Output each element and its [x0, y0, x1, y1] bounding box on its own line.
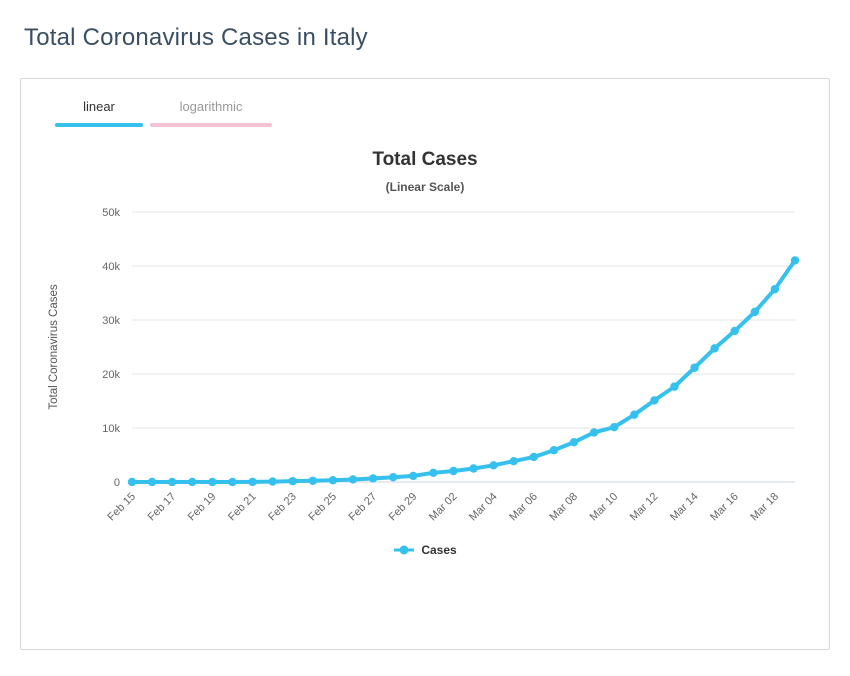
chart-subtitle: (Linear Scale)	[385, 180, 465, 194]
scale-tabs: linear logarithmic	[55, 99, 813, 127]
legend-item-cases[interactable]: Cases	[37, 543, 813, 557]
svg-text:10k: 10k	[102, 423, 120, 435]
svg-text:Feb 27: Feb 27	[347, 491, 380, 524]
tab-logarithmic-underline	[150, 123, 272, 127]
svg-text:20k: 20k	[102, 369, 120, 381]
tab-linear-underline	[55, 123, 143, 127]
svg-text:Feb 21: Feb 21	[226, 491, 259, 524]
legend-label: Cases	[421, 543, 457, 557]
svg-text:Mar 10: Mar 10	[588, 491, 621, 524]
legend-marker-dot	[399, 545, 409, 555]
svg-text:40k: 40k	[102, 261, 120, 273]
svg-text:Mar 06: Mar 06	[507, 491, 540, 524]
tab-linear[interactable]: linear	[55, 99, 143, 127]
svg-text:Total Coronavirus Cases: Total Coronavirus Cases	[48, 284, 60, 410]
svg-text:Feb 19: Feb 19	[186, 491, 219, 524]
svg-text:Mar 04: Mar 04	[467, 491, 500, 524]
svg-text:0: 0	[114, 477, 120, 489]
legend-marker-icon	[394, 545, 415, 555]
svg-text:Mar 08: Mar 08	[547, 491, 580, 524]
page-title: Total Coronavirus Cases in Italy	[24, 24, 368, 51]
svg-text:Feb 23: Feb 23	[266, 491, 299, 524]
line-chart: 0 10k 20k 30k 40k 50k Feb 15 Feb 17 Feb 19 Feb 21…	[48, 207, 800, 524]
svg-text:Mar 18: Mar 18	[748, 491, 781, 524]
tab-logarithmic[interactable]: logarithmic	[150, 99, 272, 127]
svg-text:Mar 12: Mar 12	[628, 491, 661, 524]
page: Total Coronavirus Cases in Italy linear …	[20, 24, 830, 650]
svg-text:Mar 16: Mar 16	[708, 491, 741, 524]
svg-text:Feb 29: Feb 29	[387, 491, 420, 524]
svg-text:Mar 02: Mar 02	[427, 491, 460, 524]
svg-text:Feb 17: Feb 17	[146, 491, 179, 524]
svg-text:Feb 15: Feb 15	[105, 491, 138, 524]
svg-text:30k: 30k	[102, 315, 120, 327]
svg-text:Mar 14: Mar 14	[668, 491, 701, 524]
svg-text:Feb 25: Feb 25	[306, 491, 339, 524]
chart-title: Total Cases	[372, 149, 478, 170]
chart-card: linear logarithmic Total Cases (Linear S…	[20, 78, 830, 650]
svg-text:50k: 50k	[102, 207, 120, 219]
tab-linear-label: linear	[83, 99, 115, 114]
tab-logarithmic-label: logarithmic	[179, 99, 243, 114]
